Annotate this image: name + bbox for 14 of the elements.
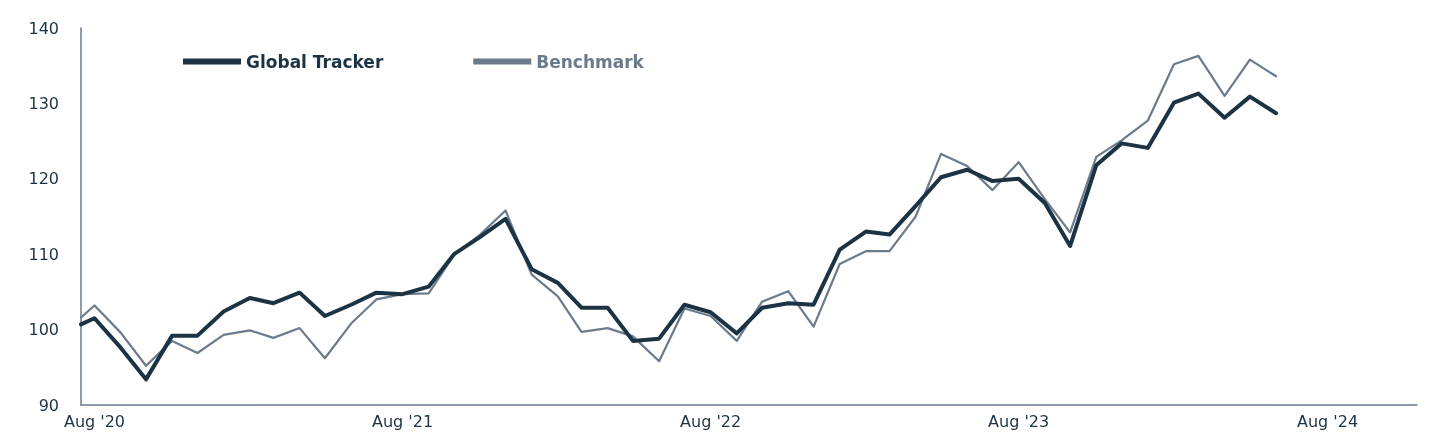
legend-label: Global Tracker xyxy=(246,51,384,72)
legend-label: Benchmark xyxy=(536,51,645,72)
y-tick-label: 110 xyxy=(28,244,59,264)
line-series xyxy=(79,91,1279,382)
x-tick-label: Aug '21 xyxy=(372,411,434,431)
x-tick-label: Aug '23 xyxy=(988,411,1050,431)
y-tick-label: 100 xyxy=(28,320,59,340)
y-tick-label: 120 xyxy=(28,169,59,189)
y-tick-label: 140 xyxy=(28,18,59,38)
x-tick-label: Aug '22 xyxy=(680,411,742,431)
y-tick-label: 90 xyxy=(38,395,59,415)
x-tick-label: Aug '24 xyxy=(1296,411,1359,431)
y-tick-label: 130 xyxy=(28,93,59,113)
x-tick-label: Aug '20 xyxy=(63,411,126,431)
